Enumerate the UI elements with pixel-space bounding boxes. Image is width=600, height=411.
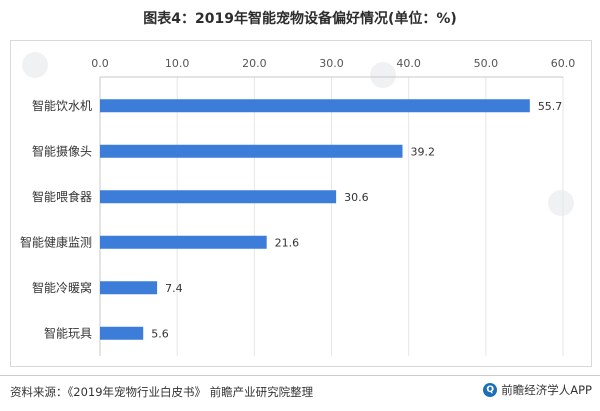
- source-note: 资料来源：《2019年宠物行业白皮书》 前瞻产业研究院整理: [10, 385, 314, 399]
- bar: [100, 235, 267, 249]
- brand-credit: Q 前瞻经济学人APP: [483, 382, 592, 398]
- bar: [100, 281, 158, 295]
- category-label: 智能摄像头: [32, 143, 92, 158]
- category-label: 智能冷暖窝: [32, 280, 92, 295]
- category-label: 智能健康监测: [20, 234, 92, 249]
- x-tick-label: 0.0: [91, 57, 109, 70]
- x-tick-label: 60.0: [551, 57, 576, 70]
- x-tick-label: 40.0: [396, 57, 421, 70]
- category-label: 智能喂食器: [32, 189, 92, 204]
- bar-value-label: 39.2: [410, 145, 435, 158]
- bar: [100, 99, 530, 113]
- watermark-logo-icon: [22, 52, 48, 78]
- x-tick-label: 10.0: [165, 57, 190, 70]
- category-label: 智能饮水机: [32, 98, 92, 113]
- x-tick-label: 20.0: [242, 57, 267, 70]
- category-label: 智能玩具: [44, 325, 92, 340]
- bar-value-label: 55.7: [538, 100, 563, 113]
- bar: [100, 190, 337, 204]
- bar-value-label: 7.4: [165, 282, 183, 295]
- footer-divider: [0, 375, 600, 376]
- bar-value-label: 5.6: [151, 327, 169, 340]
- bar-chart: 0.0 10.0 20.0 30.0 40.0 50.0 60.0 智能饮水机 55.7 智能摄像…: [20, 57, 576, 356]
- brand-name: 前瞻经济学人APP: [501, 383, 592, 397]
- watermark-logo-icon: [548, 190, 574, 216]
- qianzhan-logo-icon: Q: [483, 383, 498, 397]
- bar: [100, 144, 403, 158]
- x-tick-label: 30.0: [319, 57, 344, 70]
- x-tick-label: 50.0: [474, 57, 499, 70]
- bar-value-label: 30.6: [344, 191, 369, 204]
- bar-value-label: 21.6: [275, 236, 300, 249]
- watermark-logo-icon: [370, 62, 396, 88]
- chart-title: 图表4：2019年智能宠物设备偏好情况(单位：%): [143, 11, 457, 27]
- bar: [100, 326, 144, 340]
- plot-frame: 0.0 10.0 20.0 30.0 40.0 50.0 60.0 智能饮水机 55.7 智能摄像…: [10, 40, 592, 367]
